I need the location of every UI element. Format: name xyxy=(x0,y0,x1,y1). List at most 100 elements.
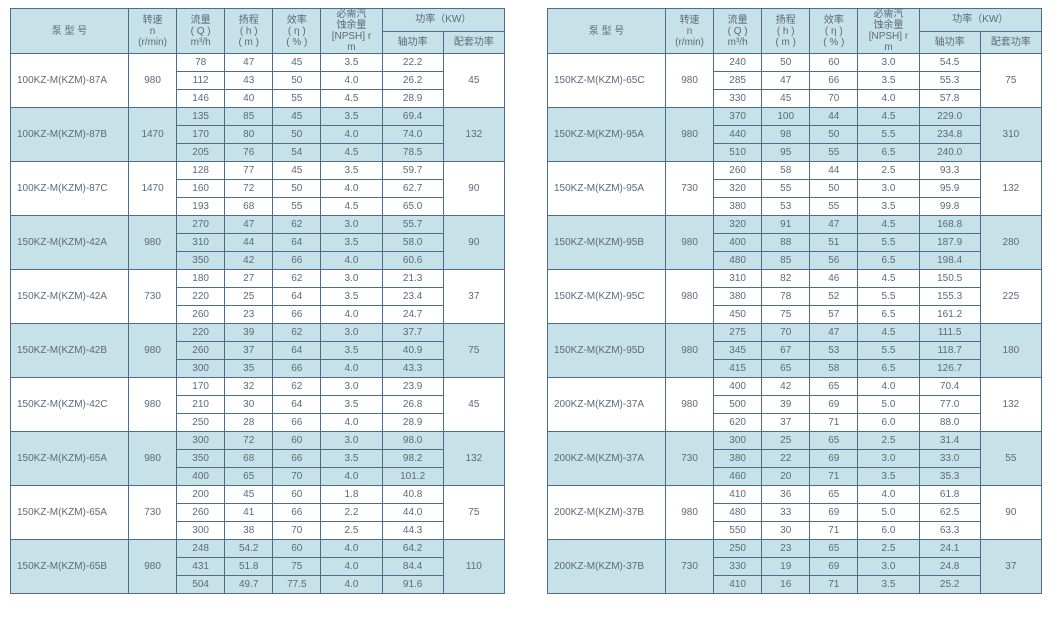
col-rpm: 转速 n (r/min) xyxy=(129,9,177,54)
cell-h: 41 xyxy=(225,504,273,522)
cell-match-power: 225 xyxy=(980,270,1041,324)
cell-q: 260 xyxy=(714,162,762,180)
cell-eta: 50 xyxy=(273,72,321,90)
cell-q: 550 xyxy=(714,522,762,540)
cell-rpm: 980 xyxy=(666,270,714,324)
cell-rpm: 1470 xyxy=(129,108,177,162)
cell-q: 170 xyxy=(177,126,225,144)
cell-h: 85 xyxy=(762,252,810,270)
cell-eta: 55 xyxy=(810,198,858,216)
cell-npsh: 3.5 xyxy=(321,108,382,126)
cell-q: 260 xyxy=(177,342,225,360)
cell-match-power: 37 xyxy=(443,270,504,324)
cell-npsh: 3.0 xyxy=(321,270,382,288)
cell-npsh: 2.2 xyxy=(321,504,382,522)
cell-eta: 52 xyxy=(810,288,858,306)
cell-h: 27 xyxy=(225,270,273,288)
cell-match-power: 110 xyxy=(443,540,504,594)
cell-sp: 64.2 xyxy=(382,540,443,558)
cell-eta: 60 xyxy=(273,486,321,504)
cell-q: 350 xyxy=(177,450,225,468)
cell-h: 47 xyxy=(225,216,273,234)
cell-eta: 60 xyxy=(810,54,858,72)
cell-rpm: 980 xyxy=(666,486,714,540)
cell-match-power: 310 xyxy=(980,108,1041,162)
cell-eta: 75 xyxy=(273,558,321,576)
cell-sp: 98.0 xyxy=(382,432,443,450)
cell-npsh: 4.0 xyxy=(858,90,919,108)
col-npsh: 必需汽 蚀余量 [NPSH] r m xyxy=(858,9,919,54)
col-h: 扬程 ( h ) ( m ) xyxy=(762,9,810,54)
cell-q: 480 xyxy=(714,252,762,270)
table-row: 200KZ-M(KZM)-37A73030025652.531.455 xyxy=(548,432,1042,450)
cell-eta: 65 xyxy=(810,378,858,396)
cell-sp: 40.8 xyxy=(382,486,443,504)
cell-sp: 44.0 xyxy=(382,504,443,522)
cell-eta: 64 xyxy=(273,234,321,252)
cell-npsh: 4.0 xyxy=(321,468,382,486)
cell-model: 100KZ-M(KZM)-87C xyxy=(11,162,129,216)
cell-eta: 44 xyxy=(810,108,858,126)
col-eta: 效率 ( η ) ( % ) xyxy=(810,9,858,54)
cell-eta: 69 xyxy=(810,396,858,414)
cell-eta: 64 xyxy=(273,342,321,360)
cell-q: 380 xyxy=(714,450,762,468)
cell-match-power: 132 xyxy=(980,378,1041,432)
cell-h: 51.8 xyxy=(225,558,273,576)
cell-sp: 59.7 xyxy=(382,162,443,180)
cell-eta: 65 xyxy=(810,486,858,504)
table-row: 150KZ-M(KZM)-42A73018027623.021.337 xyxy=(11,270,505,288)
cell-match-power: 132 xyxy=(443,432,504,486)
cell-eta: 47 xyxy=(810,216,858,234)
cell-npsh: 3.5 xyxy=(858,468,919,486)
cell-h: 32 xyxy=(225,378,273,396)
cell-npsh: 3.5 xyxy=(321,342,382,360)
cell-sp: 28.9 xyxy=(382,90,443,108)
cell-h: 55 xyxy=(762,180,810,198)
cell-sp: 28.9 xyxy=(382,414,443,432)
cell-npsh: 4.0 xyxy=(858,486,919,504)
cell-h: 98 xyxy=(762,126,810,144)
cell-h: 54.2 xyxy=(225,540,273,558)
cell-q: 510 xyxy=(714,144,762,162)
cell-q: 310 xyxy=(714,270,762,288)
table-row: 150KZ-M(KZM)-95C98031082464.5150.5225 xyxy=(548,270,1042,288)
cell-h: 16 xyxy=(762,576,810,594)
cell-q: 400 xyxy=(714,378,762,396)
cell-eta: 58 xyxy=(810,360,858,378)
cell-q: 112 xyxy=(177,72,225,90)
table-head: 泵 型 号 转速 n (r/min) 流量 ( Q ) m³/h 扬程 ( h … xyxy=(548,9,1042,54)
page: 泵 型 号 转速 n (r/min) 流量 ( Q ) m³/h 扬程 ( h … xyxy=(0,0,1060,602)
table-row: 150KZ-M(KZM)-95A980370100444.5229.0310 xyxy=(548,108,1042,126)
cell-q: 300 xyxy=(714,432,762,450)
cell-eta: 50 xyxy=(810,180,858,198)
cell-eta: 70 xyxy=(810,90,858,108)
cell-sp: 70.4 xyxy=(919,378,980,396)
cell-npsh: 3.5 xyxy=(858,576,919,594)
cell-eta: 45 xyxy=(273,162,321,180)
cell-h: 33 xyxy=(762,504,810,522)
cell-npsh: 6.5 xyxy=(858,252,919,270)
cell-h: 40 xyxy=(225,90,273,108)
cell-q: 330 xyxy=(714,90,762,108)
cell-rpm: 1470 xyxy=(129,162,177,216)
cell-npsh: 5.0 xyxy=(858,396,919,414)
cell-q: 250 xyxy=(714,540,762,558)
cell-model: 200KZ-M(KZM)-37A xyxy=(548,432,666,486)
cell-npsh: 6.5 xyxy=(858,360,919,378)
cell-q: 260 xyxy=(177,306,225,324)
cell-match-power: 132 xyxy=(443,108,504,162)
cell-h: 47 xyxy=(225,54,273,72)
cell-h: 44 xyxy=(225,234,273,252)
cell-sp: 111.5 xyxy=(919,324,980,342)
cell-model: 150KZ-M(KZM)-95A xyxy=(548,108,666,162)
cell-q: 248 xyxy=(177,540,225,558)
cell-sp: 150.5 xyxy=(919,270,980,288)
cell-q: 250 xyxy=(177,414,225,432)
table-row: 150KZ-M(KZM)-42C98017032623.023.945 xyxy=(11,378,505,396)
cell-npsh: 3.5 xyxy=(321,234,382,252)
table-row: 150KZ-M(KZM)-42A98027047623.055.790 xyxy=(11,216,505,234)
cell-q: 345 xyxy=(714,342,762,360)
cell-sp: 99.8 xyxy=(919,198,980,216)
cell-sp: 23.4 xyxy=(382,288,443,306)
